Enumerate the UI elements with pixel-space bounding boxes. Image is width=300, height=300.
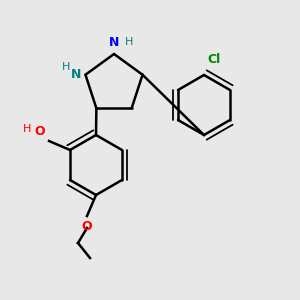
Text: N: N	[70, 68, 81, 81]
Text: Cl: Cl	[207, 53, 220, 66]
Text: H: H	[62, 62, 70, 72]
Text: O: O	[34, 125, 44, 138]
Text: N: N	[109, 37, 119, 50]
Text: H: H	[124, 37, 133, 46]
Text: O: O	[82, 220, 92, 233]
Text: H: H	[22, 124, 31, 134]
